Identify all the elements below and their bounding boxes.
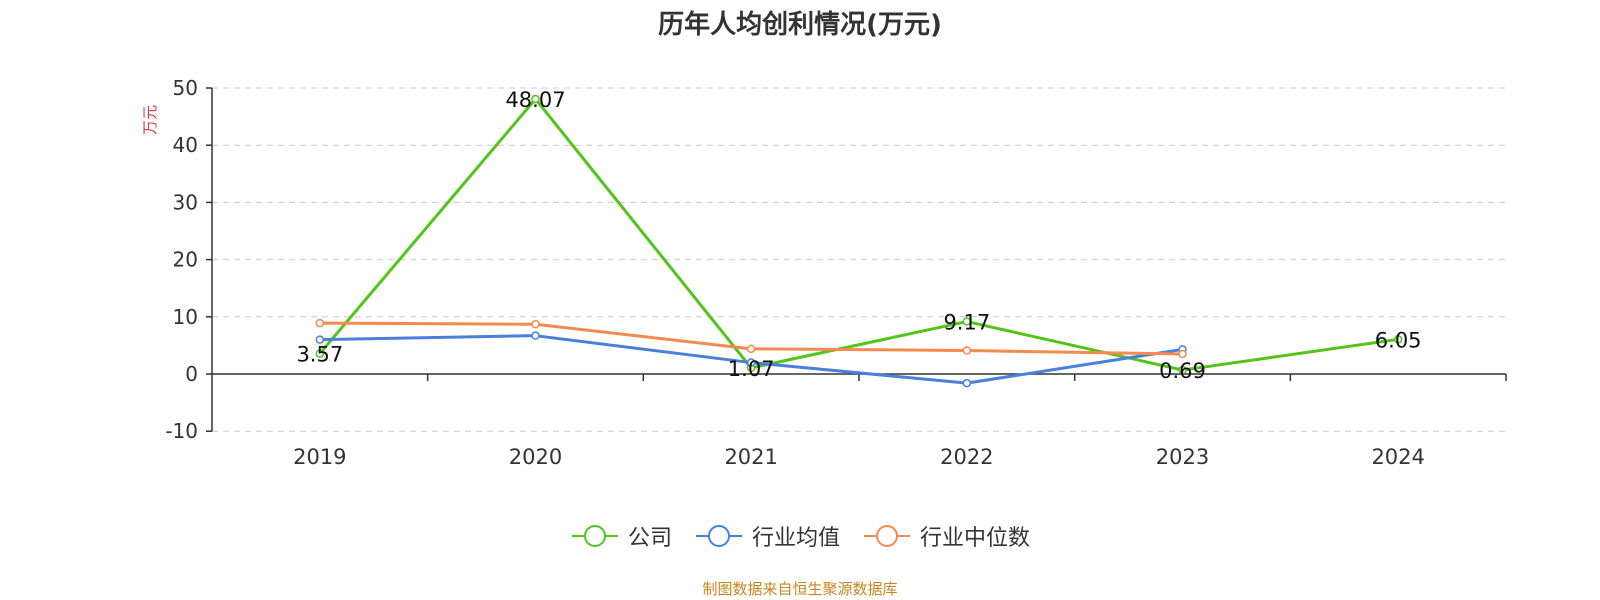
data-point [315, 335, 325, 344]
data-point [1178, 365, 1187, 375]
x-tick-label: 2019 [293, 445, 346, 469]
legend-label: 公司 [627, 526, 672, 551]
y-tick-label: 50 [173, 76, 198, 100]
x-tick-label: 2022 [940, 445, 993, 469]
y-tick-labels: 50 40 30 20 10 0 -10 [165, 76, 198, 443]
series-line [318, 97, 1399, 372]
data-point [746, 358, 756, 367]
legend-label: 行业中位数 [920, 526, 1031, 551]
legend-item[interactable]: 行业中位数 [862, 520, 1030, 552]
legend-label: 行业均值 [751, 526, 840, 551]
data-point [315, 318, 325, 328]
data-label: 9.17 [943, 311, 990, 335]
data-point [1393, 335, 1403, 344]
data-label: 6.05 [1375, 328, 1422, 352]
data-point [531, 331, 540, 340]
data-label: 0.69 [1159, 359, 1206, 383]
data-point [962, 378, 972, 388]
gridlines [212, 87, 1506, 432]
legend-line-circle-icon [695, 525, 742, 547]
data-point [531, 94, 540, 104]
y-tick-label: 40 [173, 133, 198, 157]
data-label: 3.57 [296, 343, 343, 367]
legend-line-circle-icon [571, 525, 618, 547]
y-axis-label: 万元 [141, 105, 159, 135]
y-tick-label: 30 [173, 190, 198, 214]
chart-title: 历年人均创利情况(万元) [658, 10, 942, 40]
data-point [962, 346, 972, 355]
legend-item[interactable]: 行业均值 [694, 520, 840, 552]
series-lines [315, 94, 1403, 388]
y-tick-label: -10 [165, 419, 198, 443]
data-point [746, 344, 756, 354]
legend: 公司 行业均值 行业中位数 [0, 520, 1600, 552]
data-label: 48.07 [505, 88, 565, 112]
x-tick-label: 2020 [509, 445, 562, 469]
x-tick-labels: 2019 2020 2021 2022 2023 2024 [293, 445, 1425, 469]
y-tick-label: 0 [185, 362, 198, 386]
x-tick-label: 2023 [1156, 445, 1209, 469]
x-tick-label: 2021 [724, 445, 777, 469]
data-point [315, 349, 325, 358]
x-tick-label: 2024 [1371, 445, 1424, 469]
y-tick-label: 10 [173, 305, 198, 329]
y-tick-label: 20 [173, 248, 198, 272]
data-labels: 3.57 48.07 1.07 9.17 0.69 6.05 [296, 88, 1421, 383]
data-point [962, 317, 972, 326]
legend-item[interactable]: 公司 [570, 520, 672, 552]
data-point [531, 319, 540, 329]
legend-line-circle-icon [864, 525, 910, 547]
source-note: 制图数据来自恒生聚源数据库 [702, 580, 898, 598]
data-point [1178, 349, 1187, 359]
data-label: 1.07 [728, 357, 775, 381]
